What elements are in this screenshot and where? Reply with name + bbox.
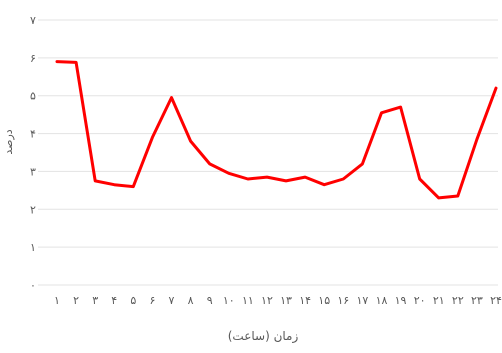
y-axis-tick-labels: ۰ ۱ ۲ ۳ ۴ ۵ ۶ ۷ bbox=[30, 14, 36, 292]
x-tick-label: ۱۰ bbox=[223, 294, 235, 307]
x-tick-label: ۲۳ bbox=[471, 294, 483, 307]
series-line bbox=[55, 60, 498, 200]
x-tick-label: ۱۵ bbox=[318, 294, 330, 307]
y-tick-label: ۳ bbox=[30, 165, 36, 178]
x-tick-label: ۳ bbox=[92, 294, 98, 307]
y-tick-label: ۶ bbox=[30, 52, 36, 65]
x-tick-label: ۲۴ bbox=[490, 294, 502, 307]
x-tick-label: ۱۴ bbox=[299, 294, 311, 307]
x-tick-label: ۲۰ bbox=[414, 294, 426, 307]
x-tick-label: ۱ bbox=[54, 294, 60, 307]
y-tick-label: ۱ bbox=[30, 241, 36, 254]
x-tick-label: ۱۹ bbox=[395, 294, 407, 307]
x-axis-label: زمان (ساعت) bbox=[228, 329, 299, 344]
x-axis-tick-labels: ۱ ۲ ۳ ۴ ۵ ۶ ۷ ۸ ۹ ۱۰ ۱۱ ۱۲ ۱۳ ۱۴ ۱۵ ۱۶ ۱۷ ۱۸ ۱۹ ۲۰ ۲۱ ۲۲ ۲۳ ۲۴ bbox=[54, 294, 502, 307]
x-tick-label: ۲۱ bbox=[433, 294, 445, 307]
x-tick-label: ۲۲ bbox=[452, 294, 464, 307]
y-tick-label: ۰ bbox=[30, 279, 36, 292]
x-tick-label: ۸ bbox=[188, 294, 194, 307]
y-tick-label: ۴ bbox=[30, 128, 36, 141]
x-tick-label: ۵ bbox=[130, 294, 136, 307]
x-tick-label: ۱۱ bbox=[242, 294, 254, 307]
x-tick-label: ۲ bbox=[73, 294, 79, 307]
y-tick-label: ۵ bbox=[30, 90, 36, 103]
x-tick-label: ۱۸ bbox=[376, 294, 388, 307]
x-tick-label: ۱۷ bbox=[356, 294, 368, 307]
x-tick-label: ۴ bbox=[111, 294, 117, 307]
series-lines bbox=[55, 60, 498, 200]
x-tick-label: ۱۲ bbox=[261, 294, 273, 307]
x-tick-label: ۱۳ bbox=[280, 294, 292, 307]
x-tick-label: ۱۶ bbox=[337, 294, 349, 307]
x-tick-label: ۷ bbox=[169, 294, 175, 307]
y-tick-label: ۲ bbox=[30, 203, 36, 216]
x-tick-label: ۹ bbox=[207, 294, 213, 307]
y-axis-label: درصد bbox=[2, 129, 15, 154]
y-tick-label: ۷ bbox=[30, 14, 36, 27]
x-tick-label: ۶ bbox=[149, 294, 155, 307]
gridlines bbox=[38, 19, 498, 286]
